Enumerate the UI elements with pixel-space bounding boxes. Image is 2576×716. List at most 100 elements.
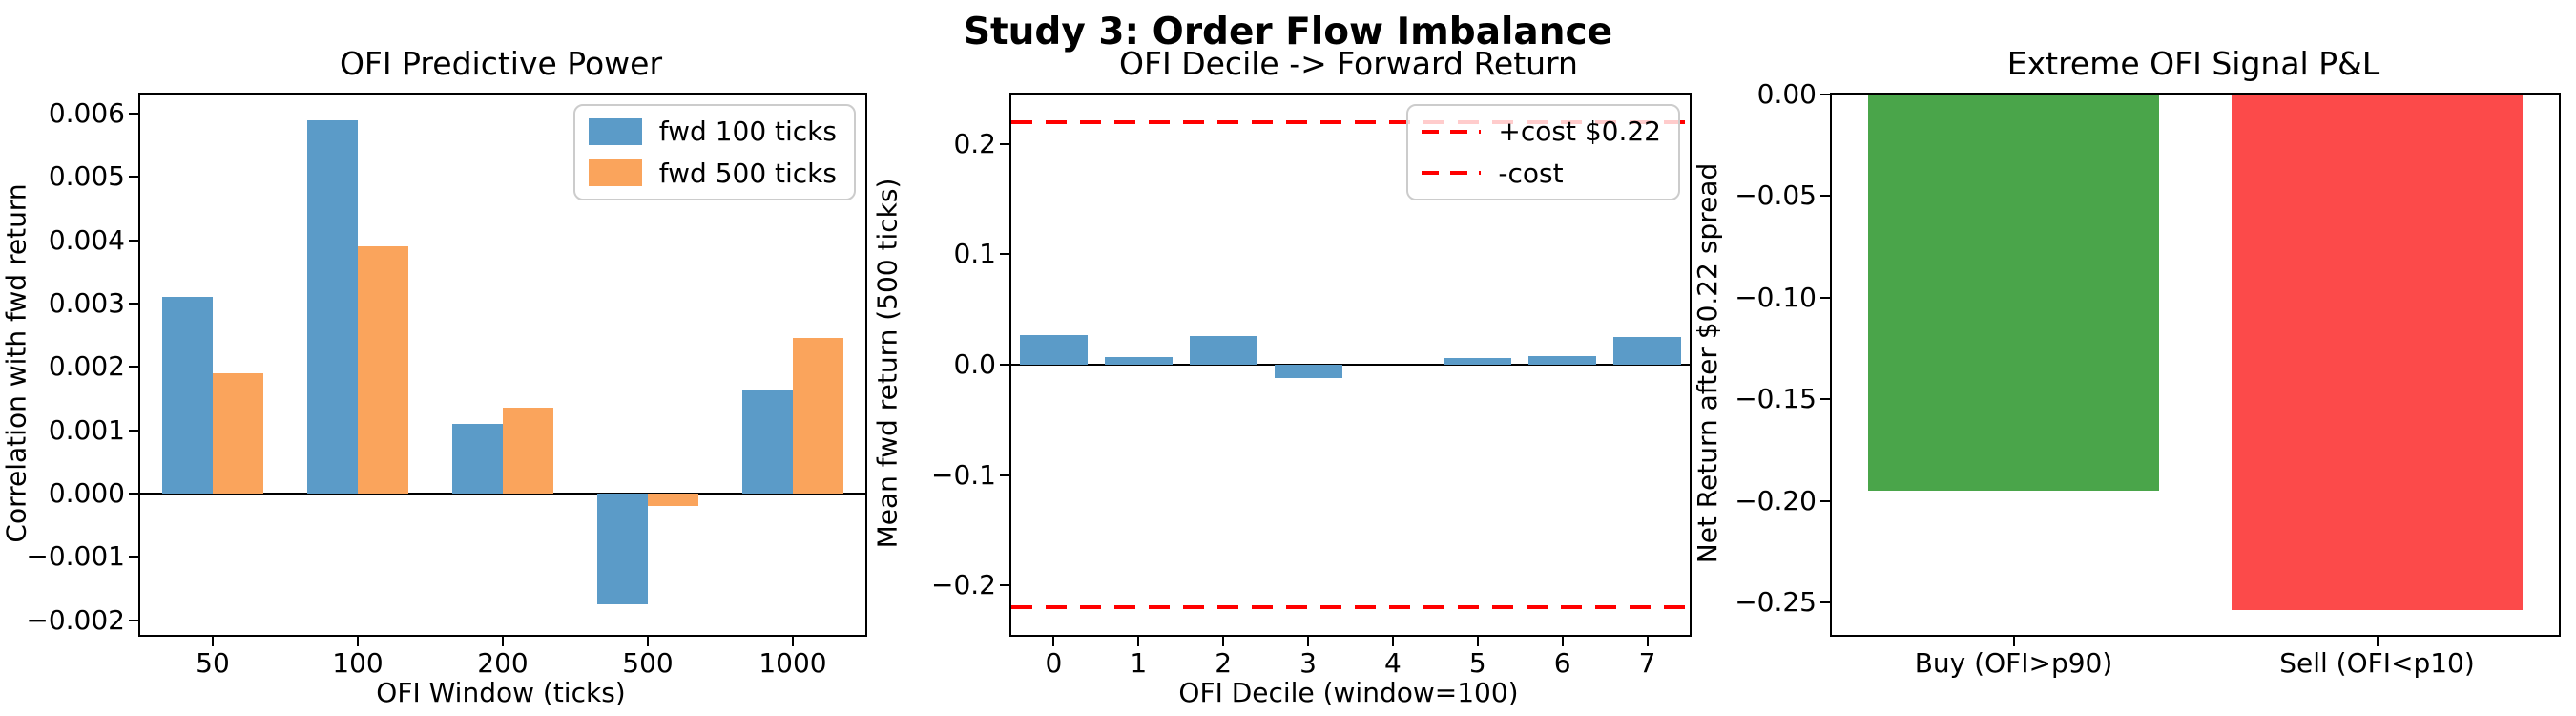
y-tick-label: −0.1 <box>931 458 996 491</box>
bar <box>306 119 358 495</box>
y-tick-label: −0.20 <box>1735 484 1817 516</box>
legend-label: -cost <box>1498 157 1564 189</box>
y-tick-label: −0.002 <box>26 603 125 636</box>
bar <box>1868 95 2159 491</box>
x-tick <box>1052 637 1055 646</box>
x-tick-label: 500 <box>622 647 674 679</box>
y-tick-label: 0.004 <box>48 223 125 256</box>
y-tick <box>1820 398 1830 401</box>
x-tick <box>1137 637 1140 646</box>
y-tick-label: 0.1 <box>953 238 996 270</box>
y-tick-label: −0.10 <box>1735 281 1817 313</box>
x-tick-label: Buy (OFI>p90) <box>1914 647 2113 679</box>
bar <box>1019 334 1088 365</box>
x-tick <box>1391 637 1394 646</box>
bar <box>1104 356 1173 365</box>
bar <box>1189 335 1257 365</box>
y-tick <box>1820 499 1830 502</box>
x-tick <box>357 637 359 646</box>
bar <box>741 389 793 494</box>
x-tick <box>2012 637 2015 646</box>
y-tick-label: 0.002 <box>48 350 125 383</box>
legend-label: fwd 500 ticks <box>658 157 837 189</box>
x-tick-label: Sell (OFI<p10) <box>2279 647 2475 679</box>
bar <box>1528 355 1597 365</box>
y-tick <box>1000 142 1009 145</box>
x-tick-label: 100 <box>332 647 384 679</box>
bar <box>1274 365 1342 378</box>
x-axis-label: OFI Decile (window=100) <box>1178 677 1519 708</box>
y-tick <box>129 176 138 179</box>
y-axis-label: Mean fwd return (500 ticks) <box>871 178 904 548</box>
legend: fwd 100 ticks fwd 500 ticks <box>572 104 856 201</box>
y-tick-label: 0.000 <box>48 477 125 510</box>
x-tick-label: 7 <box>1638 647 1656 679</box>
plot-area: 0.2 0.1 0.0 −0.1 −0.2 0 1 2 3 4 5 6 7 +cost $0.22 -cos… <box>931 93 1692 677</box>
y-tick-label: 0.006 <box>48 96 125 129</box>
y-tick <box>1000 364 1009 366</box>
chart-title: OFI Decile -> Forward Return <box>1119 44 1578 82</box>
y-tick <box>1000 474 1009 476</box>
y-tick <box>129 556 138 558</box>
y-tick <box>1820 94 1830 95</box>
y-tick <box>129 619 138 621</box>
y-tick <box>129 112 138 115</box>
bar <box>793 338 844 495</box>
y-tick-label: −0.15 <box>1735 383 1817 415</box>
figure-suptitle: Study 3: Order Flow Imbalance <box>963 11 1613 53</box>
x-tick <box>2376 637 2379 646</box>
y-tick <box>1000 584 1009 587</box>
y-tick-label: 0.2 <box>953 127 996 159</box>
plot-area: 0.00 −0.05 −0.10 −0.15 −0.20 −0.25 Buy (OFI>p9… <box>1735 81 2561 677</box>
legend-label: fwd 100 ticks <box>658 116 837 147</box>
legend-item: -cost <box>1422 158 1661 190</box>
chart-title: Extreme OFI Signal P&L <box>2006 44 2380 82</box>
y-tick <box>129 302 138 305</box>
panel-extreme-ofi-signal-pnl: Extreme OFI Signal P&L Net Return after … <box>1693 46 2561 677</box>
bar <box>503 408 554 494</box>
legend-patch-icon <box>588 159 642 187</box>
x-tick <box>1307 637 1310 646</box>
y-tick-label: −0.25 <box>1735 585 1817 618</box>
y-tick-label: −0.05 <box>1735 179 1817 212</box>
y-tick-label: 0.001 <box>48 413 125 446</box>
x-tick-label: 50 <box>196 647 230 679</box>
x-tick <box>212 637 214 646</box>
cost-line <box>1011 119 1690 124</box>
legend-patch-icon <box>588 117 642 145</box>
panel-ofi-decile-forward-return: OFI Decile -> Forward Return Mean fwd re… <box>872 46 1692 708</box>
x-tick <box>1561 637 1564 646</box>
bar <box>1613 337 1682 365</box>
y-tick-label: 0.0 <box>953 348 996 380</box>
bar <box>596 494 648 605</box>
legend-item: fwd 100 ticks <box>588 116 837 148</box>
bar <box>2232 95 2523 611</box>
x-tick-label: 2 <box>1215 647 1233 679</box>
x-tick <box>647 637 649 646</box>
x-tick <box>1476 637 1479 646</box>
y-tick <box>129 493 138 495</box>
y-tick <box>1000 253 1009 256</box>
y-axis-label: Net Return after $0.22 spread <box>1692 162 1724 563</box>
x-tick-label: 1000 <box>758 647 827 679</box>
legend-dashed-line-icon <box>1422 129 1482 134</box>
y-tick <box>129 239 138 242</box>
x-tick-label: 1 <box>1130 647 1148 679</box>
bar <box>451 424 503 495</box>
x-tick-label: 3 <box>1299 647 1317 679</box>
chart-title: OFI Predictive Power <box>339 44 663 82</box>
zero-line <box>140 493 865 495</box>
y-tick <box>129 366 138 369</box>
y-tick-label: −0.001 <box>26 540 125 573</box>
legend-dashed-line-icon <box>1422 171 1482 176</box>
x-tick-label: 6 <box>1553 647 1571 679</box>
legend-label: +cost $0.22 <box>1498 116 1661 147</box>
y-tick <box>1820 600 1830 603</box>
x-tick-label: 5 <box>1468 647 1486 679</box>
y-tick <box>1820 195 1830 198</box>
x-tick-label: 0 <box>1045 647 1063 679</box>
x-tick <box>1646 637 1649 646</box>
y-tick-label: −0.2 <box>931 569 996 601</box>
y-tick <box>129 429 138 432</box>
y-tick-label: 0.003 <box>48 286 125 319</box>
